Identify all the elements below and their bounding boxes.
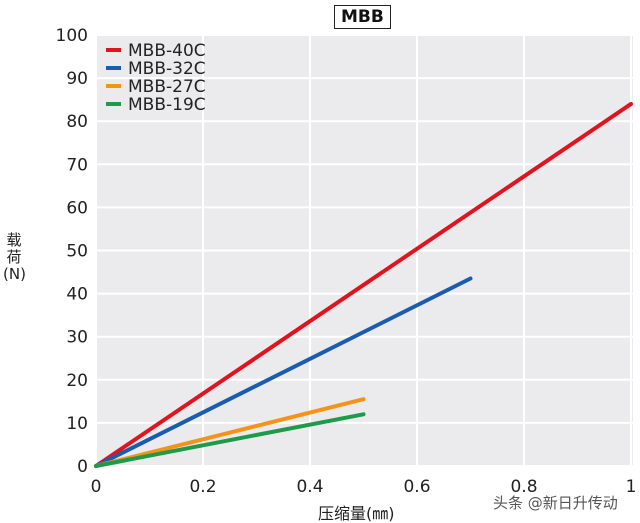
chart-title: MBB (334, 5, 391, 29)
series-line-mbb-27c (94, 397, 366, 468)
x-tick-label: 0.8 (510, 477, 537, 497)
y-tick-label: 30 (66, 328, 88, 348)
legend-label: MBB-19C (128, 95, 206, 115)
y-tick-label: 100 (56, 26, 88, 46)
x-tick-label: 0.6 (403, 477, 430, 497)
legend-label: MBB-27C (128, 77, 206, 97)
x-tick-label: 0 (91, 477, 102, 497)
y-tick-label: 70 (66, 155, 88, 175)
y-tick-label: 90 (66, 69, 88, 89)
y-tick-label: 60 (66, 198, 88, 218)
y-tick-label: 0 (77, 457, 88, 477)
series-line-mbb-19c (94, 412, 366, 468)
y-tick-label: 20 (66, 371, 88, 391)
y-axis-label: 载荷(N) (3, 231, 26, 283)
legend-label: MBB-40C (128, 41, 206, 61)
y-tick-label: 50 (66, 242, 88, 262)
x-tick-label: 0.4 (296, 477, 323, 497)
watermark: 头条 @新日升传动 (493, 494, 618, 512)
legend-label: MBB-32C (128, 59, 206, 79)
y-tick-label: 40 (66, 285, 88, 305)
x-axis-label: 压缩量(㎜) (318, 504, 395, 523)
series-line-mbb-32c (94, 276, 473, 468)
series-line-mbb-40c (94, 101, 633, 468)
x-tick-label: 0.2 (189, 477, 216, 497)
y-tick-label: 80 (66, 112, 88, 132)
x-tick-label: 1 (626, 477, 637, 497)
y-tick-label: 10 (66, 414, 88, 434)
